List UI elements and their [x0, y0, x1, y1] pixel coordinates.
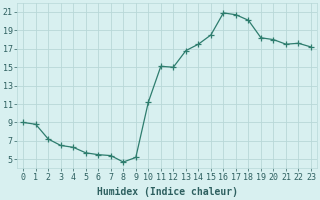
X-axis label: Humidex (Indice chaleur): Humidex (Indice chaleur): [97, 187, 237, 197]
